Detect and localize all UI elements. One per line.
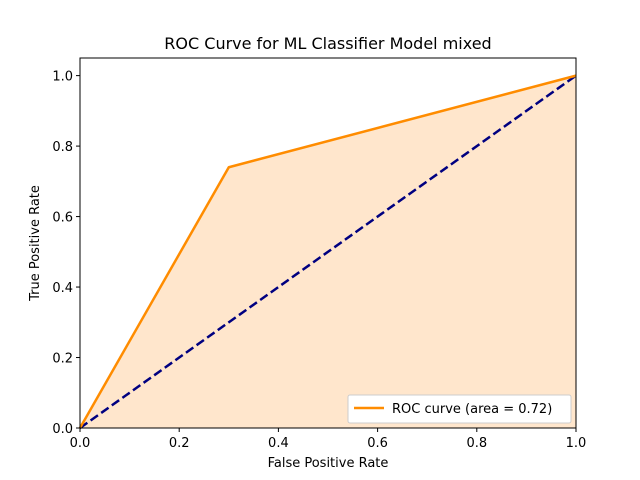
y-tick-label: 0.8: [52, 140, 73, 155]
y-tick-label: 0.0: [52, 422, 73, 437]
legend-box: [347, 394, 572, 424]
x-axis-ticks: 0.0 0.2 0.4 0.6 0.8 1.0: [70, 428, 587, 451]
y-tick-label: 0.4: [52, 281, 73, 296]
x-tick-label: 1.0: [566, 436, 587, 451]
legend-label-roc: ROC curve (area = 0.72): [392, 402, 552, 417]
x-tick-label: 0.4: [268, 436, 289, 451]
x-tick-label: 0.6: [367, 436, 388, 451]
x-tick-label: 0.0: [70, 436, 91, 451]
roc-curve-line: [78, 74, 577, 429]
x-tick-label: 0.8: [466, 436, 487, 451]
legend: ROC curve (area = 0.72): [347, 394, 572, 424]
axes-frame: [79, 57, 577, 429]
x-tick-label: 0.2: [169, 436, 190, 451]
x-axis-label: False Positive Rate: [268, 456, 389, 471]
y-axis-label: True Positive Rate: [28, 185, 43, 302]
y-tick-label: 1.0: [52, 70, 73, 85]
plot-area: [78, 74, 577, 430]
chart-title: ROC Curve for ML Classifier Model mixed: [164, 34, 491, 53]
y-tick-label: 0.2: [52, 352, 73, 367]
diagonal-reference-line: [79, 74, 577, 430]
y-tick-label: 0.6: [52, 211, 73, 226]
y-axis-ticks: 0.0 0.2 0.4 0.6 0.8 1.0: [52, 70, 80, 437]
